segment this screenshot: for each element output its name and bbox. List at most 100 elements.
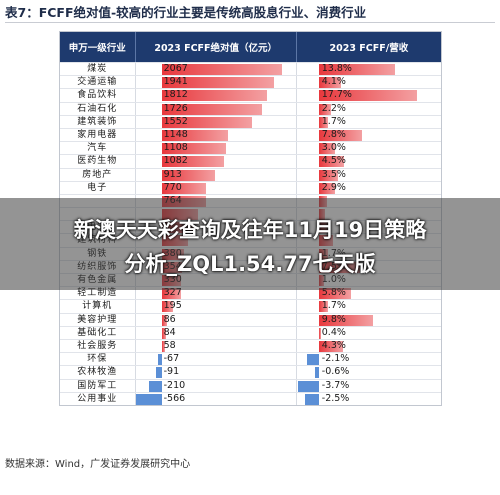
industry-cell: 食品饮料	[60, 89, 136, 102]
fcff-value: 1726	[163, 102, 188, 114]
ratio-bar	[318, 77, 342, 89]
ratio-value: 3.0%	[321, 142, 346, 154]
fcff-cell: 84	[136, 326, 297, 339]
industry-cell: 轻工制造	[60, 287, 136, 300]
table-row: 国防军工 -210 -3.7%	[60, 378, 441, 392]
ratio-cell: 4.5%	[297, 155, 441, 168]
ratio-value: 2.2%	[321, 102, 346, 114]
ratio-bar	[307, 354, 319, 366]
header-fcff-absolute: 2023 FCFF绝对值（亿元）	[136, 32, 297, 62]
fcff-bar	[161, 90, 267, 102]
title-divider	[5, 22, 495, 23]
table-row: 房地产 913 3.5%	[60, 167, 441, 181]
table-row: 电子 770 2.9%	[60, 180, 441, 194]
ratio-cell: 0.4%	[297, 327, 441, 339]
ratio-cell: 17.7%	[297, 89, 441, 102]
fcff-cell: 1082	[136, 155, 297, 168]
ratio-value: 13.8%	[321, 63, 352, 74]
ratio-cell: -2.5%	[297, 393, 441, 405]
table-row: 社会服务 58 4.3%	[60, 338, 441, 353]
fcff-value: 1082	[163, 155, 188, 167]
table-row: 家用电器 1148 7.8%	[60, 127, 441, 142]
fcff-cell: 58	[136, 339, 297, 353]
fcff-cell: 195	[136, 300, 297, 313]
ratio-value: 7.8%	[321, 128, 346, 140]
ratio-bar	[318, 129, 362, 141]
industry-cell: 汽车	[60, 142, 136, 155]
fcff-cell: 1812	[136, 89, 297, 102]
header-fcff-revenue-ratio: 2023 FCFF/营收	[329, 43, 409, 54]
table-row: 美容护理 86 9.8%	[60, 312, 441, 326]
ratio-cell: -3.7%	[297, 380, 441, 392]
ratio-value: 1.7%	[321, 115, 346, 127]
industry-cell: 计算机	[60, 300, 136, 313]
industry-cell: 煤炭	[60, 63, 136, 76]
ratio-cell: 1.7%	[297, 300, 441, 313]
ratio-bar	[318, 103, 331, 115]
fcff-cell: -67	[136, 353, 297, 366]
industry-cell: 家用电器	[60, 128, 136, 142]
fcff-value: 86	[163, 313, 176, 325]
fcff-cell: 1552	[136, 115, 297, 128]
table-row: 基础化工 84 0.4%	[60, 325, 441, 339]
fcff-bar	[161, 340, 165, 352]
ratio-value: 3.5%	[321, 168, 346, 180]
fcff-value: -566	[163, 392, 186, 404]
industry-cell: 公用事业	[60, 392, 136, 405]
fcff-value: 58	[163, 339, 176, 351]
table-row: 煤炭 2067 13.8%	[60, 62, 441, 76]
fcff-bar	[161, 77, 275, 89]
fcff-cell: 2067	[136, 63, 297, 76]
header-industry: 申万一级行业	[60, 32, 136, 62]
fcff-value: -91	[163, 366, 180, 378]
fcff-value: 770	[163, 181, 182, 193]
industry-cell: 电子	[60, 181, 136, 194]
fcff-value: -210	[163, 379, 186, 391]
industry-cell: 社会服务	[60, 339, 136, 353]
ratio-bar	[318, 327, 321, 339]
fcff-value: -67	[163, 353, 180, 365]
fcff-value: 2067	[163, 63, 188, 74]
fcff-bar	[149, 380, 162, 392]
industry-cell: 环保	[60, 353, 136, 366]
fcff-bar	[161, 143, 226, 155]
fcff-cell: -210	[136, 379, 297, 392]
industry-cell: 美容护理	[60, 313, 136, 326]
table-row: 环保 -67 -2.1%	[60, 352, 441, 366]
fcff-cell: -566	[135, 392, 297, 405]
ratio-cell: 5.8%	[297, 287, 441, 300]
fcff-cell: 1108	[136, 142, 297, 155]
fcff-bar	[156, 367, 162, 379]
fcff-bar	[161, 103, 262, 115]
fcff-value: 913	[163, 168, 182, 180]
ratio-cell: 2.9%	[297, 182, 441, 194]
ratio-bar	[318, 340, 343, 352]
fcff-bar	[157, 354, 162, 366]
ratio-cell: 9.8%	[297, 314, 441, 326]
ratio-cell: 4.1%	[297, 76, 441, 89]
ratio-cell: 3.5%	[297, 169, 441, 181]
fcff-bar	[161, 156, 225, 168]
fcff-cell: -91	[136, 366, 297, 379]
industry-cell: 国防军工	[60, 379, 136, 392]
industry-cell: 医药生物	[60, 155, 136, 168]
fcff-value: 1941	[163, 76, 188, 88]
fcff-value: 84	[163, 326, 176, 338]
industry-cell: 农林牧渔	[60, 366, 136, 379]
table-row: 食品饮料 1812 17.7%	[60, 88, 441, 102]
industry-cell: 石油石化	[60, 102, 136, 115]
ratio-value: 4.1%	[321, 76, 346, 88]
fcff-cell: 913	[136, 168, 297, 181]
ratio-value: 4.5%	[321, 155, 346, 167]
table-title: 表7：FCFF绝对值-较高的行业主要是传统高股息行业、消费行业	[5, 5, 367, 20]
fcff-bar	[161, 169, 215, 181]
ratio-bar	[318, 143, 336, 155]
table-row: 计算机 195 1.7%	[60, 299, 441, 313]
table-header: 申万一级行业 2023 FCFF绝对值（亿元） 2023 FCFF/营收	[60, 32, 441, 62]
ratio-cell: 7.8%	[297, 129, 441, 141]
fcff-value: 1108	[163, 142, 188, 154]
data-source-note: 数据来源：Wind，广发证券发展研究中心	[5, 459, 191, 470]
fcff-bar	[161, 129, 229, 141]
ratio-bar	[318, 64, 396, 75]
fcff-bar	[161, 116, 252, 128]
